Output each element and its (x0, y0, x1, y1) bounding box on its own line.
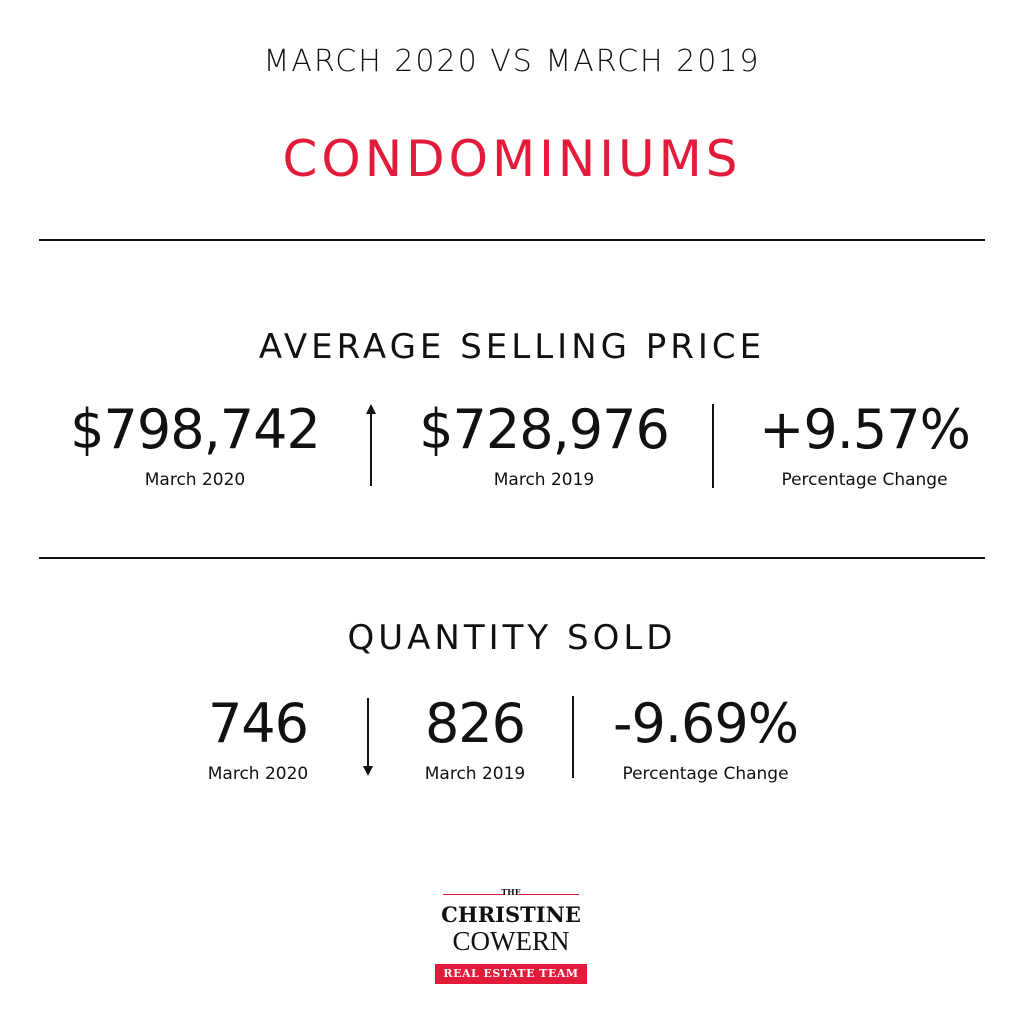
column-divider (572, 696, 574, 778)
qty-previous-value: 826 (424, 692, 526, 755)
logo-the: THE (501, 887, 521, 897)
logo-the-row: THE (435, 887, 587, 900)
trend-up-arrow-shaft (370, 412, 372, 486)
trend-down-arrow-shaft (367, 698, 369, 766)
qty-change-label: Percentage Change (622, 764, 789, 784)
asp-change-value: +9.57% (759, 398, 971, 461)
qty-change-stat: -9.69% Percentage Change (598, 692, 813, 785)
asp-previous-stat: $728,976 March 2019 (408, 398, 680, 491)
qty-change-value: -9.69% (612, 692, 799, 755)
logo-line2: COWERN (452, 926, 570, 956)
asp-current-value: $798,742 (70, 398, 321, 461)
asp-current-stat: $798,742 March 2020 (60, 398, 330, 491)
asp-change-label: Percentage Change (781, 470, 948, 490)
asp-current-label: March 2020 (144, 470, 246, 490)
page-title: CONDOMINIUMS (282, 130, 742, 188)
section-title-average-selling-price: AVERAGE SELLING PRICE (258, 327, 766, 367)
logo-line-left (443, 894, 503, 895)
trend-down-arrow-icon (363, 766, 373, 776)
logo-line1: CHRISTINE (441, 902, 581, 927)
report-subtitle: MARCH 2020 VS MARCH 2019 (263, 44, 761, 79)
qty-current-label: March 2020 (207, 764, 309, 784)
asp-previous-value: $728,976 (419, 398, 670, 461)
section-title-quantity-sold: QUANTITY SOLD (347, 618, 677, 658)
divider-middle (39, 557, 985, 559)
trend-up-arrow-icon (366, 404, 376, 414)
qty-previous-label: March 2019 (424, 764, 526, 784)
divider-top (39, 239, 985, 241)
logo-line-right (519, 894, 579, 895)
qty-previous-stat: 826 March 2019 (405, 692, 545, 785)
asp-previous-label: March 2019 (493, 470, 595, 490)
logo-banner: REAL ESTATE TEAM (435, 964, 587, 984)
company-logo: THE CHRISTINE COWERN REAL ESTATE TEAM (435, 887, 587, 986)
asp-change-stat: +9.57% Percentage Change (752, 398, 977, 491)
qty-current-value: 746 (207, 692, 309, 755)
column-divider (712, 404, 714, 488)
qty-current-stat: 746 March 2020 (188, 692, 328, 785)
